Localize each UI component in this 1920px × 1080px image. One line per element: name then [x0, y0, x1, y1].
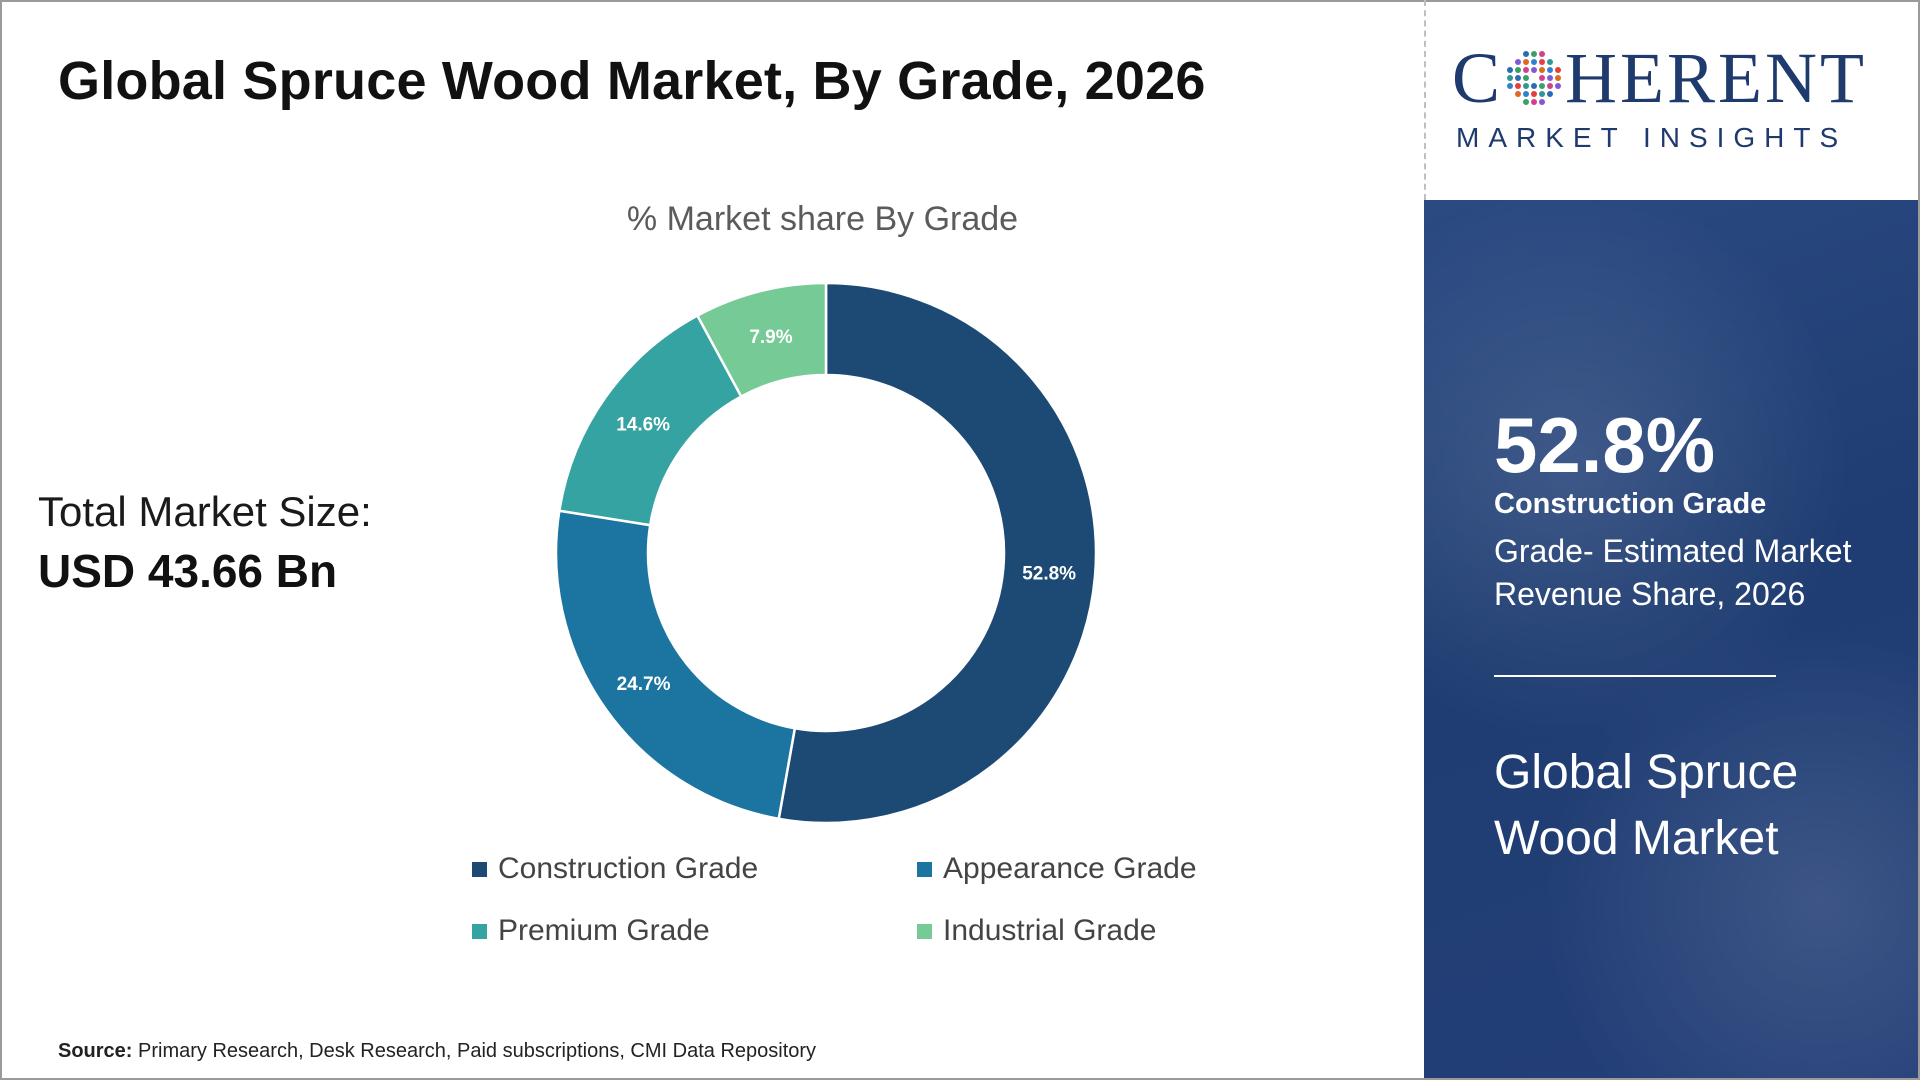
legend-item-construction-grade: Construction Grade	[472, 852, 758, 886]
total-market-value: USD 43.66 Bn	[38, 545, 338, 597]
data-label-premium-grade: 14.6%	[616, 415, 670, 436]
legend-item-industrial-grade: Industrial Grade	[917, 914, 1156, 948]
logo-dot	[1547, 67, 1554, 73]
logo-dot	[1523, 99, 1530, 105]
logo-dot	[1531, 51, 1538, 57]
logo-dot	[1531, 59, 1538, 65]
logo-dot	[1515, 75, 1522, 81]
data-label-industrial-grade: 7.9%	[749, 327, 792, 348]
logo-dot	[1515, 91, 1522, 97]
logo-dot	[1531, 67, 1538, 73]
highlight-market-name: Global Spruce Wood Market	[1494, 746, 1799, 865]
logo-dot	[1547, 83, 1554, 89]
logo-dot-grid-icon	[1507, 51, 1562, 105]
logo-dot	[1539, 75, 1546, 81]
logo-dot	[1547, 75, 1554, 81]
page-title: Global Spruce Wood Market, By Grade, 202…	[58, 51, 1206, 111]
logo-dot	[1507, 67, 1514, 73]
logo-dot	[1555, 83, 1562, 89]
logo-dot	[1531, 83, 1538, 89]
source-note: Source: Primary Research, Desk Research,…	[58, 1040, 816, 1063]
highlight-value: 52.8%	[1494, 401, 1716, 489]
logo-dot	[1539, 83, 1546, 89]
donut-chart: 52.8% 24.7% 14.6% 7.9%	[554, 281, 1098, 825]
logo-dot	[1523, 83, 1530, 89]
logo-tagline: MARKET INSIGHTS	[1456, 122, 1848, 153]
total-market-label: Total Market Size:	[38, 488, 372, 535]
logo-dot	[1523, 67, 1530, 73]
logo-dot	[1555, 75, 1562, 81]
logo-letter-c: C	[1452, 38, 1504, 118]
legend-swatch	[472, 861, 487, 877]
highlight-panel: 52.8% Construction Grade Grade- Estimate…	[1424, 200, 1918, 1078]
chart-subtitle: % Market share By Grade	[626, 200, 1019, 238]
legend-label: Construction Grade	[498, 852, 759, 885]
logo-dot	[1515, 67, 1522, 73]
donut-slice-industrial-grade	[695, 281, 828, 399]
logo-dot	[1515, 59, 1522, 65]
data-label-construction-grade: 52.8%	[1022, 564, 1076, 585]
logo-dot	[1523, 59, 1530, 65]
logo-dot	[1539, 91, 1546, 97]
panel-background-texture	[1424, 200, 1918, 1078]
data-label-appearance-grade: 24.7%	[617, 674, 671, 695]
legend-label: Appearance Grade	[943, 852, 1197, 885]
highlight-segment: Construction Grade	[1494, 488, 1767, 520]
legend-item-appearance-grade: Appearance Grade	[917, 852, 1197, 886]
logo-dot	[1555, 67, 1562, 73]
logo-dot	[1547, 59, 1554, 65]
legend-swatch	[472, 923, 487, 939]
panel-divider-line	[1494, 675, 1776, 677]
legend-swatch	[917, 861, 932, 877]
company-logo: C HERENT MARKET INSIGHTS	[1452, 42, 1892, 154]
logo-dot	[1531, 91, 1538, 97]
logo-dot	[1547, 91, 1554, 97]
logo-dot	[1507, 83, 1514, 89]
logo-dot	[1539, 67, 1546, 73]
logo-dot	[1523, 75, 1530, 81]
highlight-description: Grade- Estimated Market Revenue Share, 2…	[1494, 533, 1852, 612]
legend-label: Industrial Grade	[943, 914, 1157, 947]
legend-swatch	[917, 923, 932, 939]
logo-dot	[1539, 99, 1546, 105]
logo-dot	[1539, 59, 1546, 65]
donut-slice-construction-grade	[777, 281, 1098, 825]
logo-dot	[1539, 51, 1546, 57]
logo-dot	[1523, 91, 1530, 97]
logo-dot	[1515, 83, 1522, 89]
donut-slice-appearance-grade	[554, 509, 797, 821]
legend-item-premium-grade: Premium Grade	[472, 914, 710, 948]
logo-wordmark: C HERENT	[1452, 42, 1892, 114]
logo-dot	[1531, 99, 1538, 105]
source-label: Source:	[58, 1040, 133, 1062]
logo-dot	[1523, 51, 1530, 57]
legend-label: Premium Grade	[498, 914, 710, 947]
source-text: Primary Research, Desk Research, Paid su…	[138, 1040, 817, 1062]
logo-dot	[1507, 75, 1514, 81]
header-divider	[1424, 0, 1426, 200]
logo-letters-rest: HERENT	[1565, 38, 1867, 118]
